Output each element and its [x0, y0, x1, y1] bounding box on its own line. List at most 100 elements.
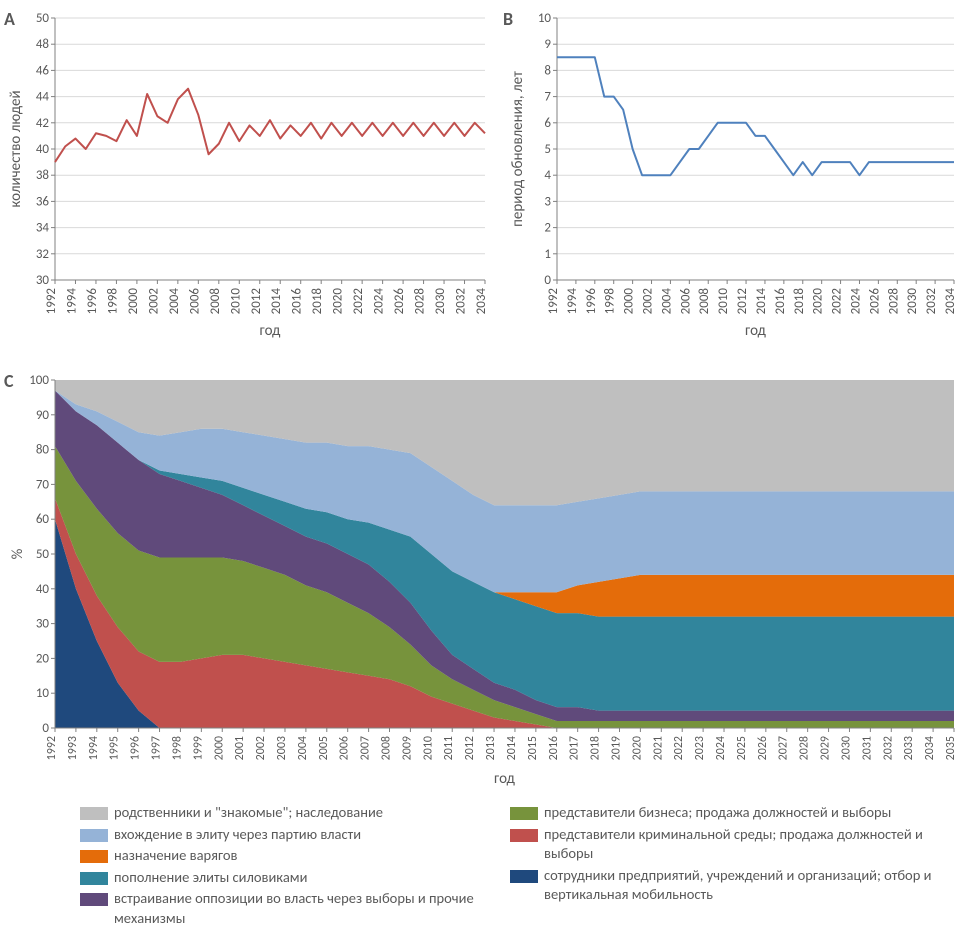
legend-swatch	[510, 807, 538, 820]
svg-text:40: 40	[36, 582, 50, 597]
legend: родственники и "знакомые"; наследованиев…	[80, 803, 950, 930]
svg-text:2034: 2034	[943, 288, 958, 315]
svg-text:9: 9	[544, 37, 551, 52]
svg-text:1994: 1994	[64, 288, 79, 315]
svg-text:2022: 2022	[672, 736, 686, 760]
svg-text:2022: 2022	[830, 288, 845, 315]
svg-text:2014: 2014	[505, 736, 519, 760]
svg-text:2011: 2011	[442, 736, 456, 760]
svg-text:2010: 2010	[716, 288, 731, 315]
svg-text:38: 38	[36, 168, 50, 183]
svg-text:2022: 2022	[351, 288, 366, 315]
svg-text:2008: 2008	[697, 288, 712, 315]
legend-item-grey: родственники и "знакомые"; наследование	[80, 803, 510, 823]
svg-text:50: 50	[36, 11, 50, 26]
svg-text:1992: 1992	[45, 736, 59, 760]
svg-text:2000: 2000	[622, 288, 637, 315]
svg-text:2032: 2032	[924, 288, 939, 315]
svg-text:2023: 2023	[693, 736, 707, 760]
svg-text:48: 48	[36, 37, 50, 52]
svg-text:2016: 2016	[773, 288, 788, 315]
legend-swatch	[510, 870, 538, 883]
svg-text:2033: 2033	[902, 736, 916, 760]
svg-text:2032: 2032	[454, 288, 469, 315]
svg-text:2021: 2021	[651, 736, 665, 760]
svg-text:1992: 1992	[44, 288, 59, 315]
svg-text:2001: 2001	[233, 736, 247, 760]
svg-text:0: 0	[42, 721, 49, 736]
svg-text:2: 2	[544, 221, 551, 236]
svg-text:год: год	[260, 322, 282, 340]
svg-text:44: 44	[36, 90, 50, 105]
legend-label: представители бизнеса; продажа должносте…	[544, 803, 940, 823]
svg-text:10: 10	[36, 686, 50, 701]
svg-text:2024: 2024	[848, 288, 863, 315]
svg-text:2012: 2012	[463, 736, 477, 760]
svg-text:0: 0	[544, 273, 551, 288]
svg-text:2026: 2026	[756, 736, 770, 760]
svg-text:2028: 2028	[886, 288, 901, 315]
svg-text:2012: 2012	[735, 288, 750, 315]
svg-text:80: 80	[36, 443, 50, 458]
svg-text:90: 90	[36, 408, 50, 423]
svg-text:2004: 2004	[659, 288, 674, 315]
legend-item-teal: пополнение элиты силовиками	[80, 868, 510, 888]
svg-text:2027: 2027	[777, 736, 791, 760]
svg-text:34: 34	[36, 221, 50, 236]
svg-text:1994: 1994	[87, 736, 101, 760]
svg-text:2000: 2000	[212, 736, 226, 760]
svg-text:50: 50	[36, 547, 50, 562]
svg-text:2031: 2031	[860, 736, 874, 760]
svg-text:8: 8	[544, 63, 551, 78]
svg-text:60: 60	[36, 512, 50, 527]
svg-text:1999: 1999	[191, 736, 205, 760]
legend-swatch	[80, 850, 108, 863]
legend-label: встраивание оппозиции во власть через вы…	[114, 889, 510, 928]
svg-text:2006: 2006	[678, 288, 693, 315]
svg-text:2034: 2034	[923, 736, 937, 760]
svg-text:2004: 2004	[296, 736, 310, 760]
svg-text:2028: 2028	[798, 736, 812, 760]
svg-text:36: 36	[36, 194, 50, 209]
svg-text:1998: 1998	[170, 736, 184, 760]
svg-text:2008: 2008	[380, 736, 394, 760]
legend-item-red: представители криминальной среды; продаж…	[510, 825, 940, 864]
svg-text:1998: 1998	[105, 288, 120, 315]
legend-label: вхождение в элиту через партию власти	[114, 825, 510, 845]
svg-text:2029: 2029	[819, 736, 833, 760]
svg-text:1996: 1996	[85, 288, 100, 315]
svg-text:2018: 2018	[792, 288, 807, 315]
legend-label: сотрудники предприятий, учреждений и орг…	[544, 866, 940, 905]
svg-text:2007: 2007	[359, 736, 373, 760]
svg-text:2020: 2020	[630, 736, 644, 760]
legend-label: представители криминальной среды; продаж…	[544, 825, 940, 864]
svg-text:2026: 2026	[392, 288, 407, 315]
svg-text:2018: 2018	[589, 736, 603, 760]
svg-text:2018: 2018	[310, 288, 325, 315]
svg-text:1994: 1994	[565, 288, 580, 315]
svg-text:2010: 2010	[421, 736, 435, 760]
svg-text:2014: 2014	[754, 288, 769, 315]
legend-col-right: представители бизнеса; продажа должносте…	[510, 803, 940, 930]
svg-text:год: год	[494, 770, 516, 788]
legend-swatch	[80, 829, 108, 842]
legend-item-blue: сотрудники предприятий, учреждений и орг…	[510, 866, 940, 905]
svg-text:2012: 2012	[249, 288, 264, 315]
svg-text:2016: 2016	[290, 288, 305, 315]
svg-text:4: 4	[544, 168, 551, 183]
svg-text:2000: 2000	[126, 288, 141, 315]
svg-text:42: 42	[36, 116, 50, 131]
svg-text:2030: 2030	[905, 288, 920, 315]
svg-text:7: 7	[544, 90, 551, 105]
legend-item-orange: назначение варягов	[80, 846, 510, 866]
svg-text:2014: 2014	[269, 288, 284, 315]
svg-text:30: 30	[36, 273, 50, 288]
legend-swatch	[80, 807, 108, 820]
svg-text:2025: 2025	[735, 736, 749, 760]
figure-root: A B C 3032343638404244464850199219941996…	[0, 0, 974, 935]
svg-text:3: 3	[544, 194, 551, 209]
legend-swatch	[510, 829, 538, 842]
svg-text:2015: 2015	[526, 736, 540, 760]
charts-svg: 3032343638404244464850199219941996199820…	[0, 0, 974, 800]
svg-text:1996: 1996	[584, 288, 599, 315]
